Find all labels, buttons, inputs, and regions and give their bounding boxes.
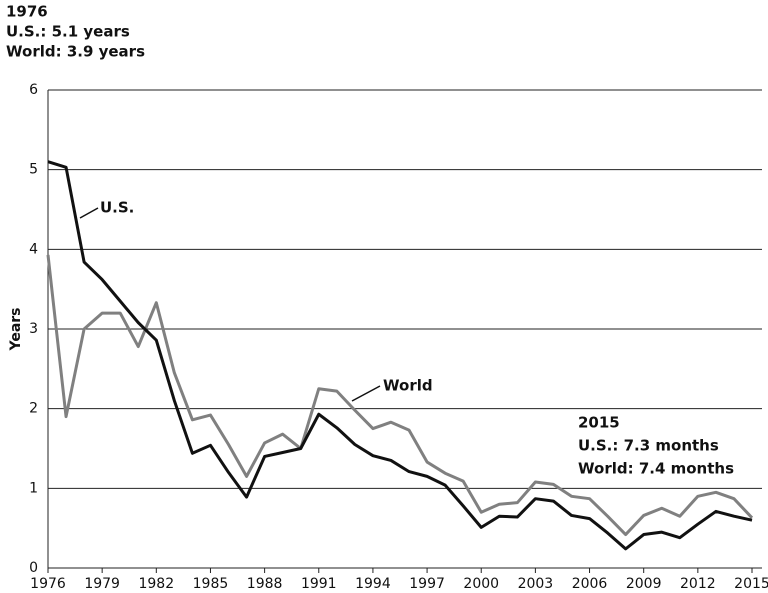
annotation: World: 3.9 years xyxy=(6,43,145,61)
x-tick-label: 1982 xyxy=(138,576,174,592)
x-tick-label: 2009 xyxy=(626,576,662,592)
x-tick-label: 1994 xyxy=(355,576,391,592)
series-label: U.S. xyxy=(100,199,134,217)
leader-line xyxy=(351,385,381,402)
x-tick-label: 1979 xyxy=(84,576,120,592)
x-tick-label: 1997 xyxy=(409,576,445,592)
annotation: U.S.: 5.1 years xyxy=(6,23,130,41)
x-tick-label: 2015 xyxy=(734,576,768,592)
y-tick-label: 0 xyxy=(29,560,38,576)
y-tick-label: 5 xyxy=(29,162,38,178)
x-tick-label: 2006 xyxy=(572,576,608,592)
series-line xyxy=(46,254,754,537)
x-tick-label: 1985 xyxy=(193,576,229,592)
annotation: 1976 xyxy=(6,3,48,21)
annotation: 2015 xyxy=(578,414,620,432)
series-label: World xyxy=(383,377,433,395)
x-tick-label: 2000 xyxy=(463,576,499,592)
annotation: U.S.: 7.3 months xyxy=(578,437,719,455)
x-tick-label: 1976 xyxy=(30,576,66,592)
leader-line xyxy=(79,207,99,219)
y-tick-label: 6 xyxy=(29,82,38,98)
x-tick-label: 2003 xyxy=(518,576,554,592)
y-tick-label: 4 xyxy=(29,241,38,257)
series-line xyxy=(47,160,753,551)
annotation: World: 7.4 months xyxy=(578,460,734,478)
y-axis-title: Years xyxy=(8,307,24,351)
x-tick-label: 2012 xyxy=(680,576,716,592)
x-tick-label: 1991 xyxy=(301,576,337,592)
x-tick-label: 1988 xyxy=(247,576,283,592)
y-tick-label: 3 xyxy=(29,321,38,337)
y-tick-label: 1 xyxy=(29,480,38,496)
y-tick-label: 2 xyxy=(29,401,38,417)
